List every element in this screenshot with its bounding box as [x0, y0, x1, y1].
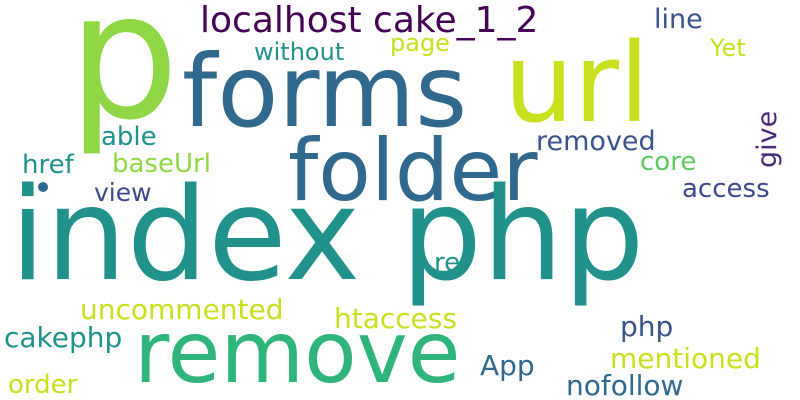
word-nofollow: nofollow — [566, 369, 684, 400]
word-baseurl: baseUrl — [112, 149, 211, 179]
word-p: p — [68, 0, 180, 159]
word-yet: Yet — [710, 34, 746, 62]
word-give: give — [752, 110, 783, 168]
word-mentioned: mentioned — [610, 342, 761, 375]
word-url: url — [504, 19, 650, 147]
word-order: order — [8, 370, 78, 400]
word-index-php: index php — [10, 161, 645, 310]
word-dot — [38, 182, 48, 192]
word-htaccess: htaccess — [334, 302, 458, 335]
word-href: href — [22, 150, 74, 180]
word-cakephp: cakephp — [4, 321, 123, 354]
word-access: access — [682, 174, 770, 204]
word-view: view — [94, 178, 152, 207]
word-removed: removed — [536, 126, 656, 157]
word-remove: remove — [134, 303, 461, 400]
word-localhost-cake: localhost cake_1_2 — [200, 0, 539, 41]
word-able: able — [101, 122, 157, 152]
word-rel: rel — [434, 248, 468, 278]
word-core: core — [640, 147, 697, 177]
word-folder: folder — [288, 121, 538, 221]
word-php: php — [620, 310, 674, 343]
word-page: page — [390, 29, 450, 57]
word-line: line — [654, 4, 703, 35]
word-without: without — [254, 38, 345, 66]
word-app: App — [480, 349, 535, 382]
word-forms: forms — [182, 33, 468, 150]
word-uncommented: uncommented — [80, 293, 284, 326]
